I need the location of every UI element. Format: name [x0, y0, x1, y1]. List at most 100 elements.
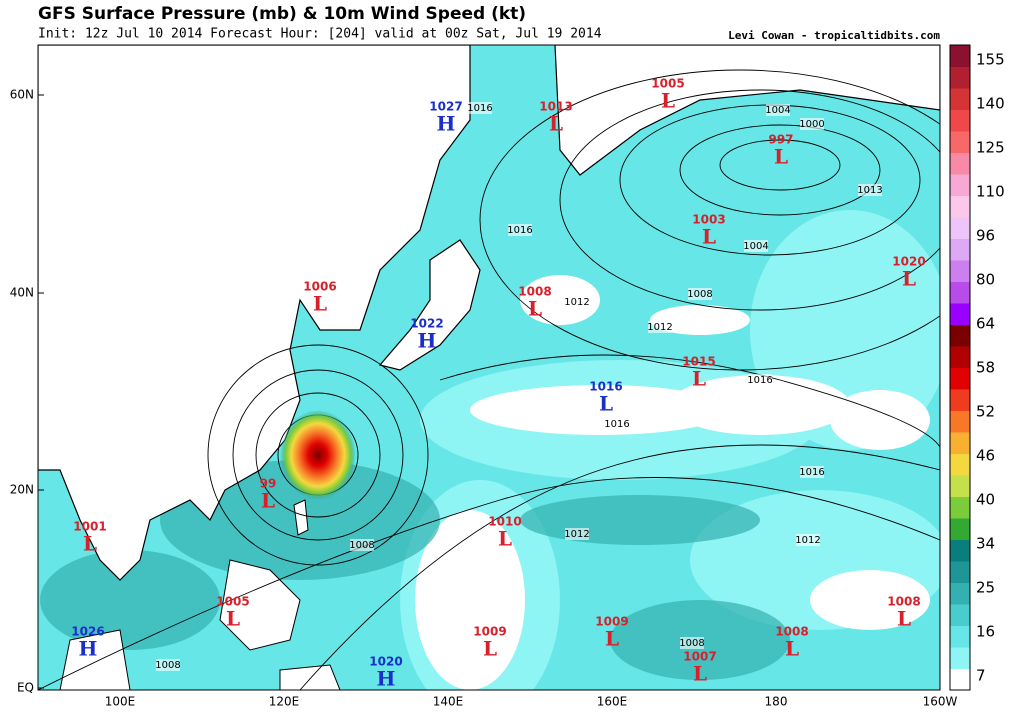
colorbar-label: 34 [976, 535, 995, 553]
contour-label: 1016 [467, 103, 492, 114]
colorbar-label: 25 [976, 579, 995, 597]
lat-label: EQ [17, 681, 34, 695]
contour-label: 1004 [765, 105, 790, 116]
center-letter: L [661, 89, 675, 113]
contour-label: 1012 [795, 535, 820, 546]
center-letter: L [692, 367, 706, 391]
japan-land [378, 239, 481, 371]
colorbar-label: 155 [976, 51, 1005, 69]
contour-label: 1016 [747, 375, 772, 386]
colorbar-swatch [950, 410, 970, 433]
contour-label-bg [858, 184, 882, 196]
colorbar-label: 58 [976, 359, 995, 377]
title: GFS Surface Pressure (mb) & 10m Wind Spe… [38, 4, 526, 24]
lat-label: 40N [10, 286, 34, 300]
center-pressure: 1001 [73, 520, 106, 534]
lon-label: 140E [433, 695, 464, 709]
lat-label: 60N [10, 88, 34, 102]
contour-label: 1000 [799, 119, 824, 130]
colorbar-frame [949, 44, 971, 691]
contour-label-bg [648, 321, 672, 333]
center-pressure: 1015 [682, 355, 715, 369]
colorbar-swatch [950, 260, 970, 282]
colorbar-swatch [950, 432, 970, 454]
colorbar-swatch [950, 453, 970, 476]
contour-label-bg [508, 224, 532, 236]
north-land [554, 45, 940, 176]
contour-label-bg [680, 637, 704, 649]
center-pressure: 1005 [651, 77, 684, 91]
contour-label: 1012 [564, 297, 589, 308]
colorbar-label: 96 [976, 227, 995, 245]
lon-label: 160W [923, 695, 958, 709]
colorbar-swatch [950, 539, 970, 562]
colorbar-swatch [950, 88, 970, 110]
center-pressure: 1008 [518, 285, 551, 299]
center-letter: L [702, 225, 716, 249]
contour-label: 1016 [604, 419, 629, 430]
contour-label-bg [688, 288, 712, 300]
center-pressure: 1006 [303, 280, 336, 294]
contour-label-bg [350, 539, 374, 551]
lon-label: 160E [597, 695, 628, 709]
center-letter: H [377, 667, 396, 691]
center-pressure: 1003 [692, 213, 725, 227]
contour-label: 1016 [799, 467, 824, 478]
contour-label: 1008 [155, 660, 180, 671]
center-pressure: 1009 [473, 625, 506, 639]
center-letter: H [418, 329, 437, 353]
contour-label: 1008 [687, 289, 712, 300]
colorbar-swatch [950, 195, 970, 218]
contour-label-bg [605, 418, 629, 430]
contour-label-bg [766, 104, 790, 116]
center-letter: L [83, 532, 97, 556]
center-letter: L [605, 627, 619, 651]
contour-label-bg [156, 659, 180, 671]
asia-land [38, 45, 471, 581]
colorbar-swatch [950, 604, 970, 626]
contour-label-bg [744, 240, 768, 252]
colorbar-swatch [950, 324, 970, 347]
center-pressure: 1010 [488, 515, 521, 529]
colorbar-label: 64 [976, 315, 995, 333]
colorbar-label: 140 [976, 95, 1005, 113]
center-letter: H [437, 112, 456, 136]
contour-label-bg [796, 534, 820, 546]
contour-label: 1012 [647, 322, 672, 333]
center-letter: L [785, 637, 799, 661]
colorbar-swatch [950, 303, 970, 325]
typhoon-core [280, 410, 356, 500]
colorbar-swatch [950, 281, 970, 304]
center-letter: L [498, 527, 512, 551]
colorbar-label: 46 [976, 447, 995, 465]
center-letter: L [528, 297, 542, 321]
center-letter: L [902, 267, 916, 291]
colorbar-label: 7 [976, 667, 986, 685]
contour-label-bg [800, 466, 824, 478]
center-letter: L [313, 292, 327, 316]
contour-label-bg [468, 102, 492, 114]
center-pressure: 1008 [775, 625, 808, 639]
contour-label-bg [565, 296, 589, 308]
contour-label: 1013 [857, 185, 882, 196]
map-area [38, 45, 940, 690]
colorbar-swatch [950, 217, 970, 239]
center-pressure: 997 [768, 133, 793, 147]
contour-label-bg [565, 528, 589, 540]
center-letter: L [549, 112, 563, 136]
contour-label-bg [748, 374, 772, 386]
colorbar-label: 16 [976, 623, 995, 641]
center-pressure: 1009 [595, 615, 628, 629]
colorbar-swatch [950, 582, 970, 605]
center-pressure: 1020 [892, 255, 925, 269]
contour-label: 1016 [507, 225, 532, 236]
center-pressure: 99 [260, 477, 277, 491]
colorbar-swatch [950, 109, 970, 132]
subtitle: Init: 12z Jul 10 2014 Forecast Hour: [20… [38, 27, 602, 42]
colorbar-label: 80 [976, 271, 995, 289]
colorbar-swatch [950, 389, 970, 411]
colorbar-label: 110 [976, 183, 1005, 201]
